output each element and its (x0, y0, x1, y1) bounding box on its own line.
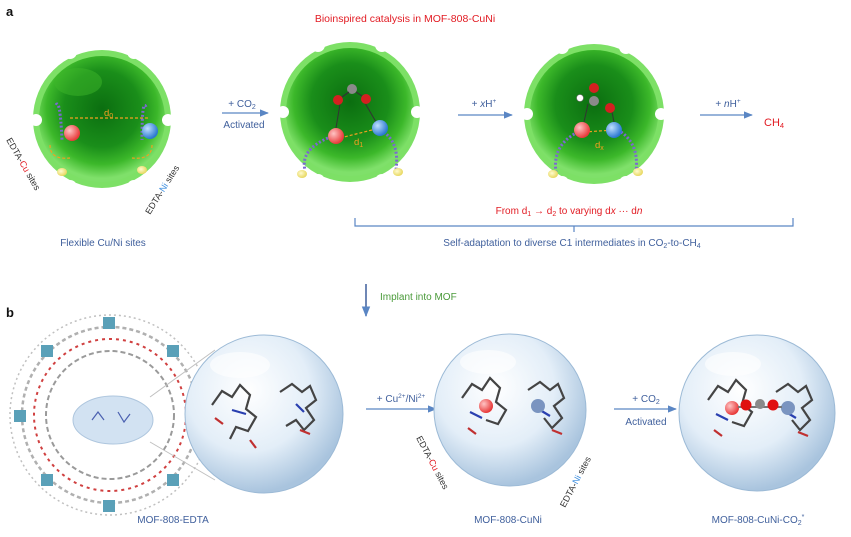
green-cage-sphere-2 (277, 38, 423, 188)
panel-a-title: Bioinspired catalysis in MOF-808-CuNi (315, 13, 495, 25)
bubble-sphere-2 (433, 333, 587, 487)
caption-mof-808-cuni-co2: MOF-808-CuNi-CO2* (712, 514, 805, 527)
mof-framework (9, 314, 211, 516)
ni-site-icon (142, 123, 158, 139)
caption-flexible-sites: Flexible Cu/Ni sites (60, 238, 146, 249)
distance-dx: dx (595, 140, 604, 152)
bubble-sphere-1 (184, 334, 344, 494)
cu-site-icon (64, 125, 80, 141)
implant-label: Implant into MOF (380, 292, 457, 303)
distance-d1: d1 (354, 137, 363, 149)
bubble-sphere-3 (678, 334, 836, 492)
summary-text: Self-adaptation to diverse C1 intermedia… (443, 238, 700, 250)
range-brace (354, 218, 794, 232)
caption-mof-808-edta: MOF-808-EDTA (137, 515, 209, 526)
arrow-a1-bottom: Activated (223, 120, 264, 131)
green-cage-sphere-3 (521, 40, 667, 190)
range-text: From d1 → d2 to varying dx ··· dn (496, 206, 643, 218)
arrow-a2-top: + xH+ (472, 98, 497, 110)
zoom-lines (149, 349, 216, 481)
arrow-b2-top: + CO2 (632, 394, 660, 406)
green-cage-sphere-1 (30, 45, 174, 194)
arrow-b2-bottom: Activated (625, 417, 666, 428)
product-ch4: CH4 (764, 117, 784, 130)
edta-cu-label-a: EDTA-Cu sites (4, 136, 42, 192)
distance-d0: d0 (104, 108, 113, 120)
arrow-b1-label: + Cu2+/Ni2+ (377, 393, 426, 405)
panel-b-label: b (6, 305, 14, 320)
arrow-a1-top: + CO2 (228, 99, 256, 111)
panel-a-label: a (6, 4, 14, 19)
edta-ni-label-a: EDTA-Ni sites (143, 163, 181, 216)
caption-mof-808-cuni: MOF-808-CuNi (474, 515, 542, 526)
arrow-a3-top: + nH+ (715, 98, 740, 110)
